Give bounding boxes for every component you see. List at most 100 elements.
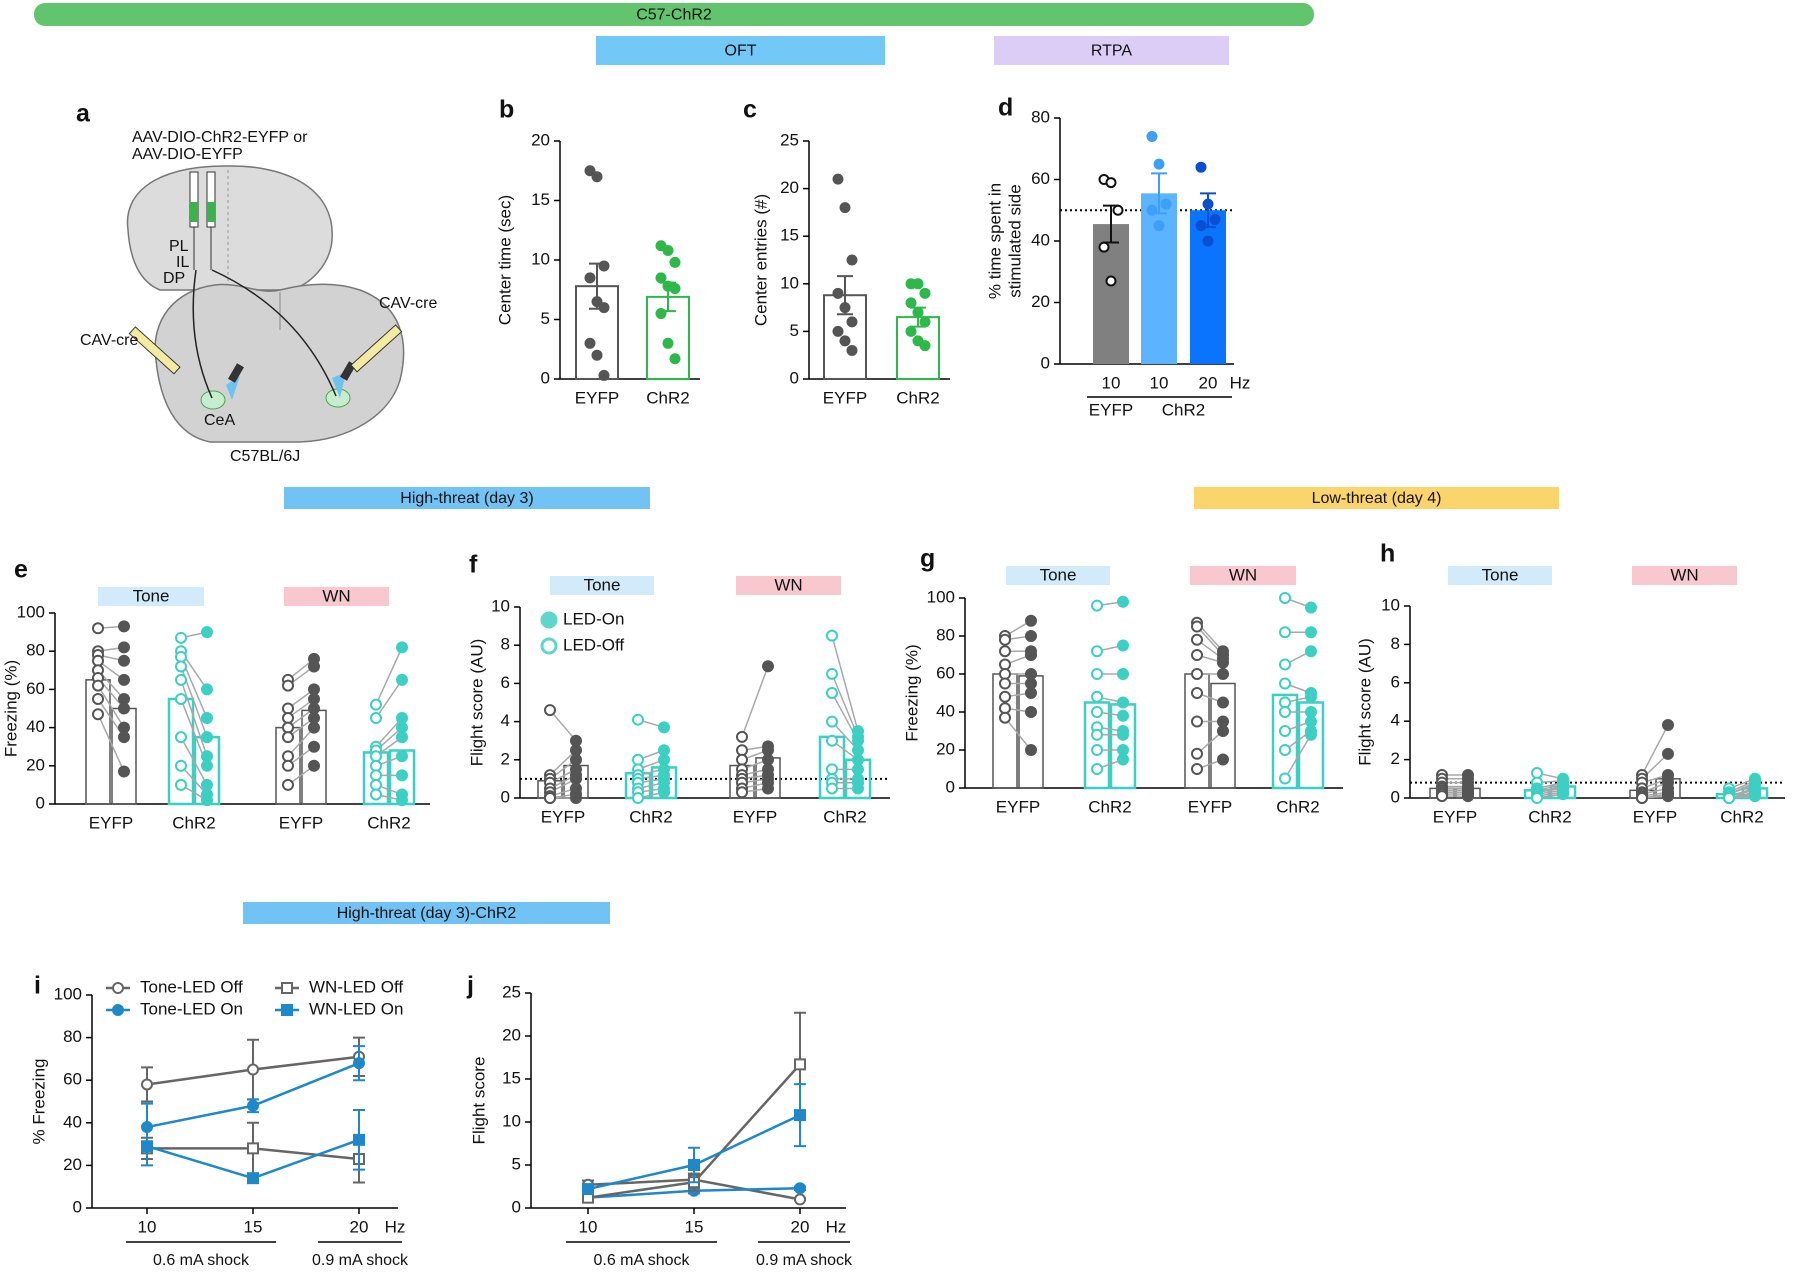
data-point (570, 753, 582, 766)
data-point (1153, 220, 1165, 232)
data-point (1195, 161, 1207, 173)
syringe-left (128, 326, 181, 375)
data-point (1191, 687, 1203, 699)
legend-label: WN-LED Off (309, 977, 403, 996)
y-tick-label: 20 (780, 178, 799, 197)
data-point (762, 744, 774, 757)
x-tick-label: 10 (138, 1217, 157, 1236)
data-point (1153, 158, 1165, 170)
data-point (282, 778, 294, 791)
y-tick-label: 8 (501, 635, 510, 654)
x-tick-label: ChR2 (1088, 797, 1131, 816)
data-point (1191, 763, 1203, 775)
data-point (282, 679, 294, 692)
data-point (584, 337, 596, 349)
data-point (92, 654, 104, 667)
data-point (201, 731, 213, 744)
data-point (282, 721, 294, 734)
data-point (1117, 668, 1129, 680)
y-axis-label: Freezing (%) (1, 660, 20, 757)
data-point (736, 730, 748, 743)
bar (1210, 682, 1236, 789)
data-point (1305, 690, 1317, 703)
pair-line (831, 673, 859, 738)
data-point (370, 778, 382, 791)
y-tick-label: 100 (17, 602, 45, 621)
data-point (370, 788, 382, 801)
y-tick-label: 0 (1041, 353, 1050, 372)
data-point (1279, 744, 1291, 756)
data-point (247, 1063, 259, 1076)
data-point (826, 763, 838, 776)
data-point (1025, 614, 1037, 627)
x-tick-label: 10 (1102, 373, 1121, 392)
data-point (839, 202, 851, 214)
data-point (1662, 747, 1674, 760)
y-tick-label: 20 (26, 755, 45, 774)
y-tick-label: 20 (1031, 292, 1050, 311)
y-tick-label: 2 (1391, 749, 1400, 768)
x-tick-label: EYFP (1633, 807, 1677, 826)
y-tick-label: 60 (63, 1070, 82, 1089)
group-label: WN (322, 586, 350, 605)
data-point (919, 340, 931, 352)
data-point (1091, 599, 1103, 612)
data-point (175, 660, 187, 673)
y-axis-label: Freezing (%) (902, 644, 921, 741)
data-point (1279, 725, 1291, 737)
data-point (826, 782, 838, 795)
data-point (839, 335, 851, 347)
data-point (247, 1142, 259, 1155)
y-tick-label: 60 (936, 663, 955, 682)
virus-label: CAV-cre (80, 332, 138, 349)
data-point (1191, 633, 1203, 646)
data-point (118, 702, 130, 715)
data-point (591, 171, 603, 183)
data-point (688, 1159, 700, 1171)
y-tick-label: 0 (73, 1197, 82, 1216)
target-label: CeA (204, 412, 235, 429)
data-point (1305, 626, 1317, 639)
data-point (396, 712, 408, 725)
y-tick-label: 20 (936, 739, 955, 758)
x-tick-label: 20 (1199, 373, 1218, 392)
data-point (584, 165, 596, 177)
x-tick-label: 10 (1150, 373, 1169, 392)
light-right (332, 372, 346, 398)
data-point (201, 750, 213, 763)
data-point (396, 641, 408, 654)
group-label: EYFP (1089, 400, 1133, 419)
data-point (1091, 744, 1103, 756)
data-point (591, 349, 603, 361)
banner (1194, 487, 1559, 509)
injection-label: AAV-DIO-EYFP (132, 146, 243, 163)
data-point (282, 731, 294, 744)
group-label: Tone (133, 586, 170, 605)
data-point (201, 778, 213, 791)
projection-2 (211, 269, 337, 397)
panel-label: f (469, 551, 478, 579)
y-tick-label: 10 (491, 596, 510, 615)
legend-marker (112, 982, 124, 994)
group-label: ChR2 (1162, 400, 1205, 419)
cea-left (200, 390, 226, 410)
data-point (1191, 649, 1203, 661)
data-point (1195, 220, 1207, 232)
y-tick-label: 100 (54, 984, 82, 1003)
data-point (658, 744, 670, 757)
data-point (1112, 204, 1124, 216)
data-point (570, 734, 582, 747)
y-tick-label: 80 (63, 1027, 82, 1046)
x-tick-label: ChR2 (823, 807, 866, 826)
schematic: a AAV-DIO-ChR2-EYFP or AAV-DIO-EYFP PL I… (76, 100, 437, 466)
syringe-1-fill (190, 202, 198, 222)
pair-line (549, 709, 577, 742)
data-point (1117, 709, 1129, 722)
data-point (655, 272, 667, 284)
x-tick-label: ChR2 (1528, 807, 1571, 826)
y-tick-label: 60 (26, 679, 45, 698)
y-tick-label: 0 (501, 787, 510, 806)
y-axis-label: Flight score (AU) (467, 639, 486, 767)
data-point (832, 325, 844, 337)
y-tick-label: 15 (780, 226, 799, 245)
